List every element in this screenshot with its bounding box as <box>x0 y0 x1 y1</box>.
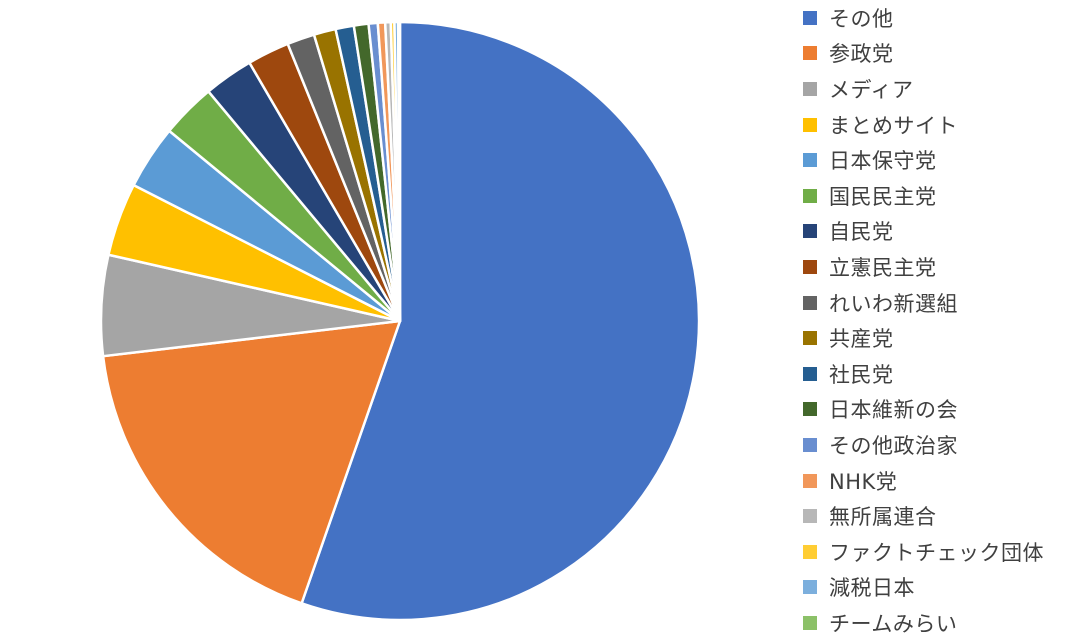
legend-label: 日本維新の会 <box>829 398 958 423</box>
legend-label: 減税日本 <box>829 576 915 601</box>
legend-swatch <box>803 615 817 630</box>
legend-swatch <box>803 10 817 25</box>
legend-label: 自民党 <box>829 220 894 245</box>
legend-item: 減税日本 <box>803 570 1086 606</box>
legend-item: 無所属連合 <box>803 498 1086 534</box>
legend-item: 国民民主党 <box>803 178 1086 214</box>
legend-swatch <box>803 188 817 203</box>
legend-item: チームみらい <box>803 605 1086 641</box>
legend-label: 参政党 <box>829 42 894 67</box>
legend-swatch <box>803 509 817 524</box>
legend-label: 立憲民主党 <box>829 255 937 280</box>
legend-item: 日本維新の会 <box>803 392 1086 428</box>
legend-label: その他政治家 <box>829 433 958 458</box>
legend-label: 無所属連合 <box>829 505 937 530</box>
legend-swatch <box>803 224 817 239</box>
legend-item: 立憲民主党 <box>803 249 1086 285</box>
legend-item: メディア <box>803 71 1086 107</box>
legend-label: メディア <box>829 77 914 102</box>
legend-label: チームみらい <box>829 611 958 636</box>
legend-label: ファクトチェック団体 <box>829 540 1044 565</box>
legend-item: 社民党 <box>803 356 1086 392</box>
legend-swatch <box>803 544 817 559</box>
legend-swatch <box>803 259 817 274</box>
legend-label: 社民党 <box>829 362 894 387</box>
legend-item: 日本保守党 <box>803 142 1086 178</box>
pie-slice-17 <box>396 20 402 323</box>
legend-item: 共産党 <box>803 320 1086 356</box>
legend-swatch <box>803 473 817 488</box>
legend-item: 参政党 <box>803 36 1086 72</box>
legend-swatch <box>803 580 817 595</box>
legend-item: NHK党 <box>803 463 1086 499</box>
legend-swatch <box>803 366 817 381</box>
legend-swatch <box>803 153 817 168</box>
legend: その他参政党メディアまとめサイト 日本保守党国民民主党自民党立憲民主党れいわ新選組… <box>803 0 1086 641</box>
legend-label: まとめサイト <box>829 113 958 138</box>
legend-swatch <box>803 81 817 96</box>
legend-label: 国民民主党 <box>829 184 937 209</box>
legend-label: NHK党 <box>829 469 898 494</box>
legend-item: まとめサイト <box>803 107 1086 143</box>
pie-slice-1 <box>101 319 402 605</box>
legend-item: その他 <box>803 0 1086 36</box>
legend-swatch <box>803 331 817 346</box>
legend-item: その他政治家 <box>803 427 1086 463</box>
legend-swatch <box>803 402 817 417</box>
legend-item: れいわ新選組 <box>803 285 1086 321</box>
legend-item: 自民党 <box>803 214 1086 250</box>
legend-swatch <box>803 295 817 310</box>
legend-swatch <box>803 46 817 61</box>
legend-item: ファクトチェック団体 <box>803 534 1086 570</box>
legend-label: 日本保守党 <box>829 149 937 174</box>
legend-swatch <box>803 437 817 452</box>
legend-label: 共産党 <box>829 327 894 352</box>
legend-label: れいわ新選組 <box>829 291 958 316</box>
legend-label: その他 <box>829 6 894 31</box>
legend-swatch <box>803 117 817 132</box>
